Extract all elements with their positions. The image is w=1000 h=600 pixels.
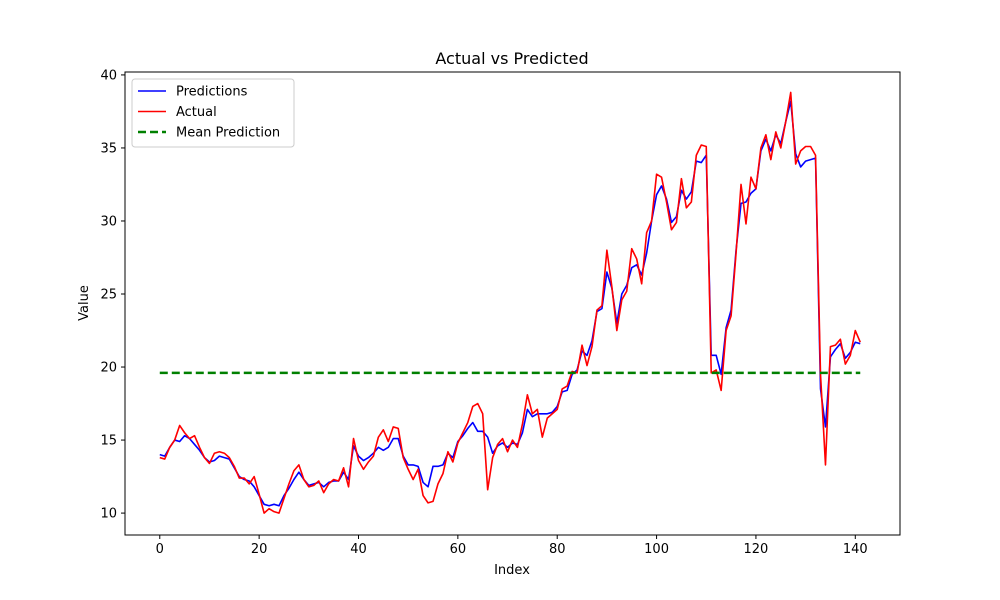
y-axis: 10 15 20 25 30 35 40 — [100, 68, 125, 522]
y-tick-label: 30 — [100, 214, 117, 229]
legend-label: Actual — [176, 105, 217, 120]
legend-label: Predictions — [176, 85, 248, 100]
legend: Predictions Actual Mean Prediction — [131, 78, 295, 148]
plot-frame — [124, 71, 901, 536]
chart-title: Actual vs Predicted — [435, 49, 588, 68]
plot-area — [159, 91, 861, 514]
y-tick-label: 20 — [100, 361, 117, 376]
x-tick-label: 80 — [549, 542, 566, 557]
x-tick-label: 100 — [644, 542, 669, 557]
series-line-actual — [159, 91, 861, 514]
x-axis: 0 20 40 60 80 100 120 140 — [156, 535, 868, 557]
y-tick-label: 40 — [100, 68, 117, 83]
y-tick-label: 15 — [100, 434, 117, 449]
y-tick-label: 10 — [100, 507, 117, 522]
legend-box — [131, 78, 295, 148]
y-tick-label: 35 — [100, 141, 117, 156]
x-tick-label: 40 — [350, 542, 367, 557]
x-axis-label: Index — [494, 563, 530, 578]
x-tick-label: 140 — [843, 542, 868, 557]
y-axis-label: Value — [77, 285, 92, 321]
y-tick-label: 25 — [100, 288, 117, 303]
x-tick-label: 20 — [251, 542, 268, 557]
x-tick-label: 120 — [744, 542, 769, 557]
legend-label: Mean Prediction — [176, 126, 280, 141]
x-tick-label: 60 — [450, 542, 467, 557]
x-tick-label: 0 — [156, 542, 164, 557]
